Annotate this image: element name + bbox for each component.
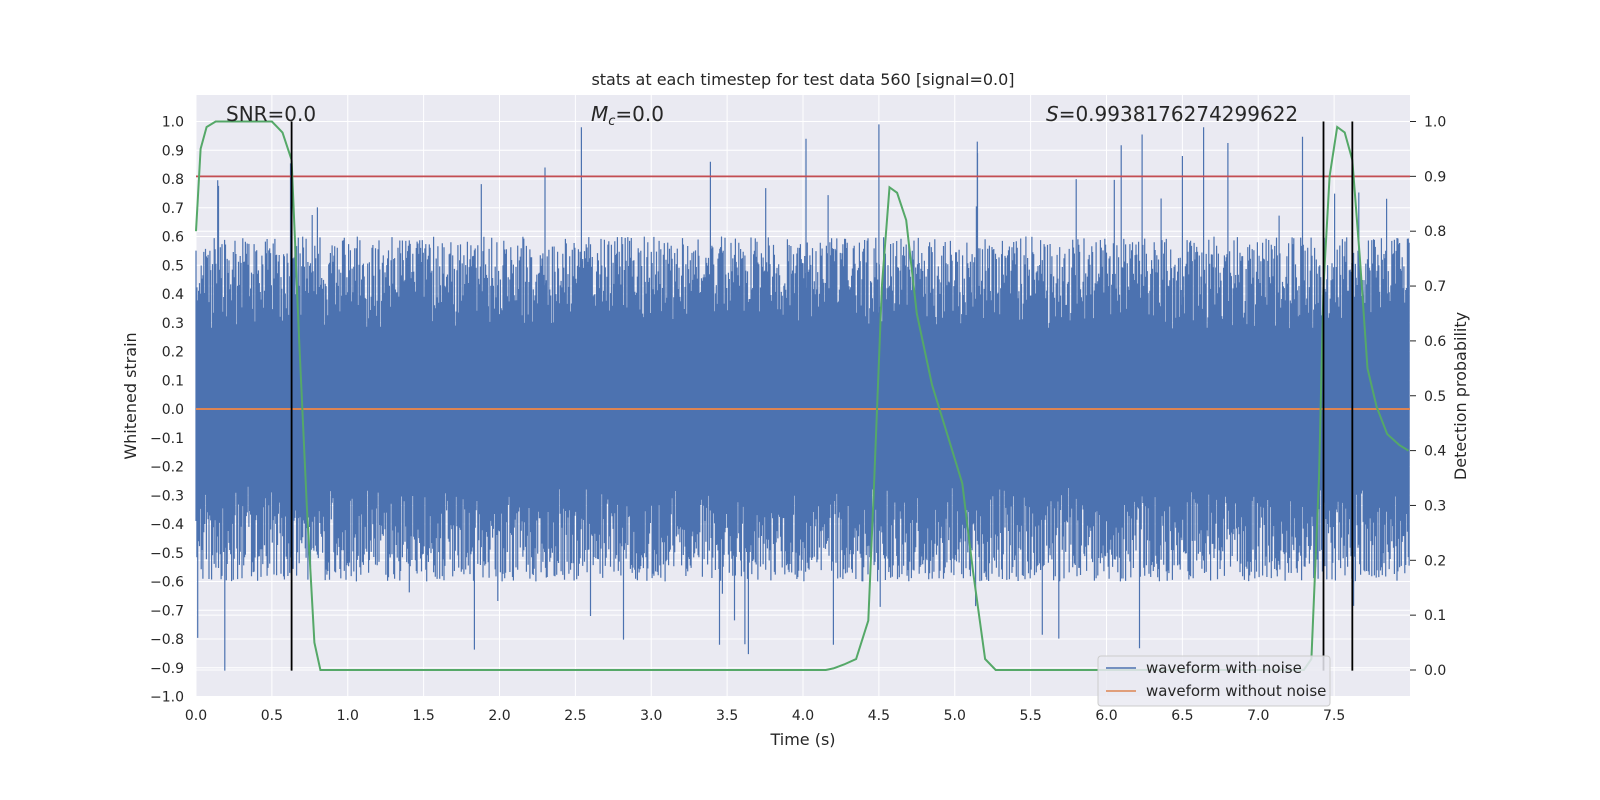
y-right-tick-label: 0.3 bbox=[1424, 498, 1446, 514]
series-lines bbox=[195, 120, 1410, 671]
y-tick-label: −0.8 bbox=[150, 632, 184, 648]
annotation-mc-symbol: M bbox=[591, 102, 608, 126]
y-tick-label: 0.1 bbox=[162, 373, 184, 389]
y-tick-label: −0.4 bbox=[150, 517, 184, 533]
y-tick-label: −0.9 bbox=[150, 661, 184, 677]
x-tick-label: 5.5 bbox=[1019, 708, 1041, 724]
y-right-tick-label: 0.5 bbox=[1424, 389, 1446, 405]
x-tick-label: 1.5 bbox=[412, 708, 434, 724]
x-tick-label: 2.5 bbox=[564, 708, 586, 724]
y-right-tick-label: 0.0 bbox=[1424, 663, 1446, 679]
detection-probability-line bbox=[195, 120, 1410, 671]
y-axis-label: Whitened strain bbox=[121, 332, 140, 459]
y-tick-label: −0.5 bbox=[150, 546, 184, 562]
x-tick-label: 0.5 bbox=[261, 708, 283, 724]
annotation-score: S=0.9938176274299622 bbox=[1046, 102, 1298, 126]
x-tick-label: 6.5 bbox=[1171, 708, 1193, 724]
y-tick-label: 0.3 bbox=[162, 316, 184, 332]
y-tick-label: 0.4 bbox=[162, 287, 184, 303]
annotation-s-value: =0.9938176274299622 bbox=[1059, 102, 1298, 126]
annotation-s-symbol: S bbox=[1046, 102, 1059, 126]
annotation-mc-value: =0.0 bbox=[615, 102, 664, 126]
legend-box bbox=[1097, 655, 1331, 707]
y-tick-label: −0.2 bbox=[150, 460, 184, 476]
x-tick-label: 4.0 bbox=[792, 708, 814, 724]
legend-label-clean: waveform without noise bbox=[1146, 682, 1326, 700]
annotation-snr: SNR=0.0 bbox=[226, 102, 316, 126]
y-tick-label: 0.8 bbox=[162, 172, 184, 188]
annotation-chirp-mass: Mc=0.0 bbox=[591, 102, 664, 129]
y-right-tick-label: 1.0 bbox=[1424, 115, 1446, 131]
annotation-mc-subscript: c bbox=[608, 114, 615, 129]
chart-title: stats at each timestep for test data 560… bbox=[591, 70, 1014, 89]
y-tick-label: 0.9 bbox=[162, 143, 184, 159]
y-right-tick-label: 0.4 bbox=[1424, 444, 1446, 460]
x-tick-label: 4.5 bbox=[868, 708, 890, 724]
y-right-tick-label: 0.7 bbox=[1424, 279, 1446, 295]
y-tick-label: −0.3 bbox=[150, 488, 184, 504]
x-tick-label: 1.0 bbox=[337, 708, 359, 724]
y-tick-label: −0.7 bbox=[150, 603, 184, 619]
y-right-tick-label: 0.1 bbox=[1424, 608, 1446, 624]
x-tick-label: 6.0 bbox=[1095, 708, 1117, 724]
y-right-tick-label: 0.6 bbox=[1424, 334, 1446, 350]
y-right-tick-label: 0.8 bbox=[1424, 224, 1446, 240]
y-tick-label: 0.7 bbox=[162, 201, 184, 217]
series-waveform-with-noise bbox=[195, 124, 1410, 671]
x-tick-label: 5.0 bbox=[944, 708, 966, 724]
y-axis-right-label: Detection probability bbox=[1451, 312, 1470, 480]
y-right-tick-label: 0.9 bbox=[1424, 169, 1446, 185]
y-tick-label: 0.5 bbox=[162, 258, 184, 274]
legend-label-noise: waveform with noise bbox=[1146, 659, 1302, 677]
legend: waveform with noise waveform without noi… bbox=[1097, 655, 1331, 707]
y-tick-label: −0.1 bbox=[150, 431, 184, 447]
x-tick-label: 3.5 bbox=[716, 708, 738, 724]
x-tick-label: 3.0 bbox=[640, 708, 662, 724]
y-tick-label: 0.0 bbox=[162, 402, 184, 418]
y-tick-label: −1.0 bbox=[150, 690, 184, 706]
x-tick-label: 0.0 bbox=[185, 708, 207, 724]
x-tick-label: 7.0 bbox=[1247, 708, 1269, 724]
y-tick-label: −0.6 bbox=[150, 575, 184, 591]
y-tick-label: 0.6 bbox=[162, 230, 184, 246]
noise-trace bbox=[195, 124, 1410, 671]
x-tick-label: 7.5 bbox=[1323, 708, 1345, 724]
x-axis-label: Time (s) bbox=[769, 730, 835, 749]
y-tick-label: 1.0 bbox=[162, 115, 184, 131]
y-tick-label: 0.2 bbox=[162, 345, 184, 361]
axis-ticks: 0.0 0.5 1.0 1.5 2.0 2.5 3.0 3.5 4.0 4.5 5.0 5.5 6.0 6… bbox=[150, 115, 1446, 725]
y-right-tick-label: 0.2 bbox=[1424, 553, 1446, 569]
x-tick-label: 2.0 bbox=[488, 708, 510, 724]
